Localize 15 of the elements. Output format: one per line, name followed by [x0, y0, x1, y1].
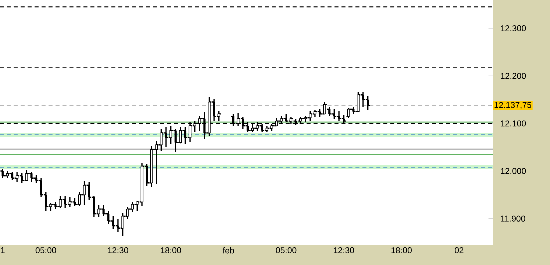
y-tick-label: 12.100: [501, 120, 526, 127]
x-tick-label: 18:00: [392, 248, 412, 254]
y-tick-label: 12.300: [501, 26, 526, 32]
x-tick-label: 05:00: [276, 248, 297, 254]
x-tick-label: feb: [222, 248, 234, 254]
y-tick-label: 12.200: [501, 73, 526, 80]
y-tick-label: 11.900: [501, 216, 526, 222]
x-tick-label: 02: [454, 248, 464, 254]
x-tick-label: 12:30: [334, 248, 354, 254]
x-tick-label: 12:30: [108, 248, 128, 254]
x-tick-label: 05:00: [36, 248, 56, 254]
x-tick-label: 18:00: [161, 248, 182, 254]
y-tick-label: 12.000: [501, 168, 526, 174]
ref-line-label: 12.137,75: [494, 102, 532, 110]
x-tick-label: 1: [1, 248, 5, 254]
